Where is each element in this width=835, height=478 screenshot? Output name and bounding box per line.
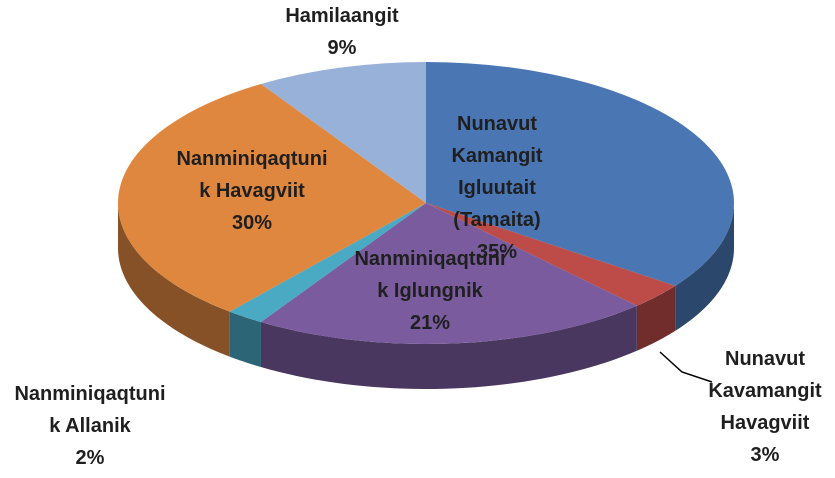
slice: [426, 62, 734, 286]
slice-side: [118, 203, 230, 357]
label-line: Igluutait: [458, 177, 536, 199]
data-label: Nunavut Kavamangit Havagviit: [708, 348, 822, 434]
leader-line: [659, 351, 713, 383]
value-label: 30%: [232, 212, 272, 234]
label-line: k Allanik: [49, 415, 131, 437]
value-label: 35%: [477, 241, 517, 263]
slice-side: [636, 285, 676, 351]
data-label: Nunavut Kamangit Igluutait (Tamaita): [451, 113, 542, 231]
slice-side: [260, 305, 637, 389]
slice: [260, 62, 426, 203]
label-line: Nunavut: [725, 348, 805, 370]
label-line: k Havagviit: [199, 180, 305, 202]
value-label: 2%: [76, 447, 105, 469]
slice-side: [229, 311, 261, 368]
label-line: Hamilaangit: [285, 5, 399, 27]
label-line: Kamangit: [451, 145, 542, 167]
slice: [118, 83, 427, 312]
data-label: Nanminiqaqtuni k Allanik: [14, 383, 165, 437]
label-line: Nunavut: [457, 113, 537, 135]
value-label: 21%: [410, 312, 450, 334]
label-line: Havagviit: [721, 412, 810, 434]
label-line: Nanminiqaqtuni: [354, 248, 505, 270]
label-line: Nanminiqaqtuni: [176, 148, 327, 170]
label-line: Kavamangit: [708, 380, 822, 402]
slice: [260, 203, 637, 344]
value-label: 3%: [751, 444, 780, 466]
label-line: Nanminiqaqtuni: [14, 383, 165, 405]
data-label: Hamilaangit: [285, 5, 399, 27]
slice-side: [675, 203, 734, 331]
value-label: 9%: [328, 37, 357, 59]
label-line: (Tamaita): [453, 209, 540, 231]
slice: [426, 203, 676, 306]
data-label: Nanminiqaqtuni k Iglungnik: [354, 248, 505, 302]
label-line: k Iglungnik: [377, 280, 483, 302]
data-label: Nanminiqaqtuni k Havagviit: [176, 148, 327, 202]
slice: [229, 203, 426, 323]
